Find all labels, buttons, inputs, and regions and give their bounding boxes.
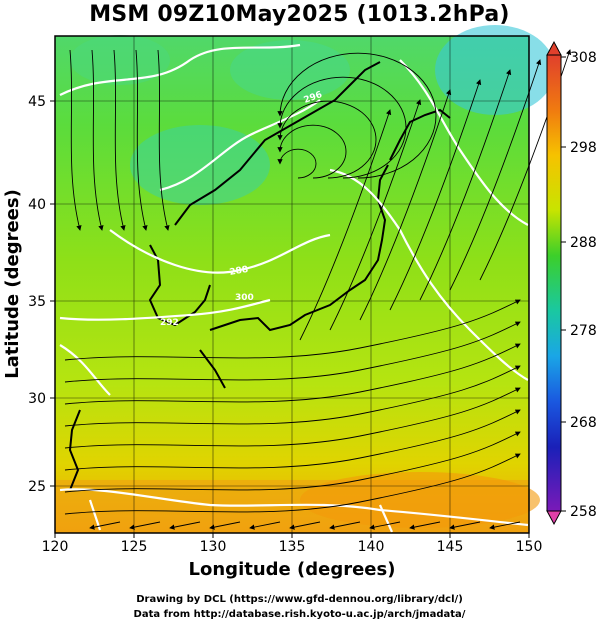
lon-tick-label: 150	[516, 539, 543, 555]
colorbar-tick-label: 268	[570, 415, 597, 431]
streamline	[209, 521, 241, 530]
credit-data-source: Data from http://database.rish.kyoto-u.a…	[133, 609, 466, 620]
colorbar-tick-label: 288	[570, 235, 597, 251]
streamline	[249, 521, 281, 530]
lon-tick-label: 125	[121, 539, 148, 555]
wind-streamlines	[64, 49, 572, 530]
svg-text:288: 288	[229, 265, 249, 278]
streamline	[64, 365, 521, 427]
streamline	[359, 89, 452, 321]
lon-tick-label: 120	[42, 539, 69, 555]
streamline	[64, 299, 521, 361]
longitude-ticks: 120 125 130 135 140 145 150	[42, 533, 543, 555]
streamline	[329, 521, 361, 530]
streamline	[277, 52, 437, 179]
streamline	[64, 321, 521, 383]
streamline	[157, 49, 170, 231]
streamline	[89, 521, 121, 530]
streamline	[389, 79, 482, 311]
streamline	[135, 49, 148, 231]
colorbar-tick-label: 278	[570, 323, 597, 339]
streamline	[289, 521, 321, 530]
lat-tick-label: 25	[28, 479, 46, 495]
map-plot-area: 288 292 296 300	[54, 25, 572, 534]
lat-tick-label: 30	[28, 391, 46, 407]
latitude-ticks: 25 30 35 40 45	[28, 94, 55, 495]
streamline	[64, 343, 521, 405]
streamline	[91, 49, 104, 231]
streamline	[277, 124, 347, 179]
streamline	[489, 521, 521, 530]
streamline	[277, 148, 317, 179]
streamline	[169, 521, 201, 530]
lon-tick-label: 135	[279, 539, 306, 555]
x-axis-label: Longitude (degrees)	[189, 559, 396, 580]
streamline	[329, 99, 422, 331]
y-axis-label: Latitude (degrees)	[2, 189, 23, 379]
streamline	[369, 521, 401, 530]
lon-tick-label: 145	[437, 539, 464, 555]
svg-text:292: 292	[160, 318, 179, 328]
colorbar: 308 298 288 278 268 258	[546, 40, 597, 526]
streamline	[277, 100, 377, 179]
svg-text:300: 300	[235, 293, 254, 303]
isotherms	[59, 43, 529, 533]
lon-tick-label: 140	[358, 539, 385, 555]
colorbar-tick-label: 258	[570, 504, 597, 520]
streamline	[277, 76, 407, 179]
streamline	[419, 69, 512, 301]
map-title: MSM 09Z10May2025 (1013.2hPa)	[89, 2, 510, 27]
streamline	[64, 453, 521, 515]
streamline	[409, 521, 441, 530]
streamline	[299, 109, 392, 341]
streamline	[113, 49, 126, 231]
graticule	[55, 36, 529, 533]
streamline	[129, 521, 161, 530]
lat-tick-label: 45	[28, 94, 46, 110]
streamline	[64, 431, 521, 493]
streamline	[64, 409, 521, 471]
streamline	[449, 521, 481, 530]
streamline	[69, 49, 82, 231]
colorbar-tick-label: 308	[570, 50, 597, 66]
streamline	[64, 387, 521, 449]
lat-tick-label: 35	[28, 294, 46, 310]
lat-tick-label: 40	[28, 197, 46, 213]
lon-tick-label: 130	[200, 539, 227, 555]
colorbar-tick-label: 298	[570, 140, 597, 156]
credit-dcl: Drawing by DCL (https://www.gfd-dennou.o…	[136, 594, 463, 605]
